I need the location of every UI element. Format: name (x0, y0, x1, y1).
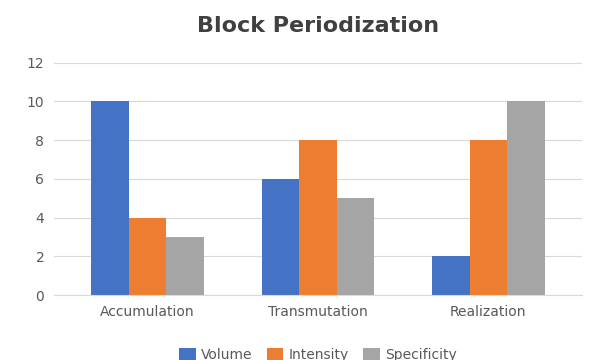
Bar (166, 237, 204, 295)
Bar (262, 179, 299, 295)
Bar (91, 102, 129, 295)
Bar (337, 198, 374, 295)
Title: Block Periodization: Block Periodization (197, 16, 439, 36)
Bar (299, 140, 337, 295)
Bar (432, 256, 470, 295)
Bar (129, 218, 166, 295)
Legend: Volume, Intensity, Specificity: Volume, Intensity, Specificity (173, 342, 463, 360)
Bar (507, 102, 545, 295)
Bar (470, 140, 507, 295)
